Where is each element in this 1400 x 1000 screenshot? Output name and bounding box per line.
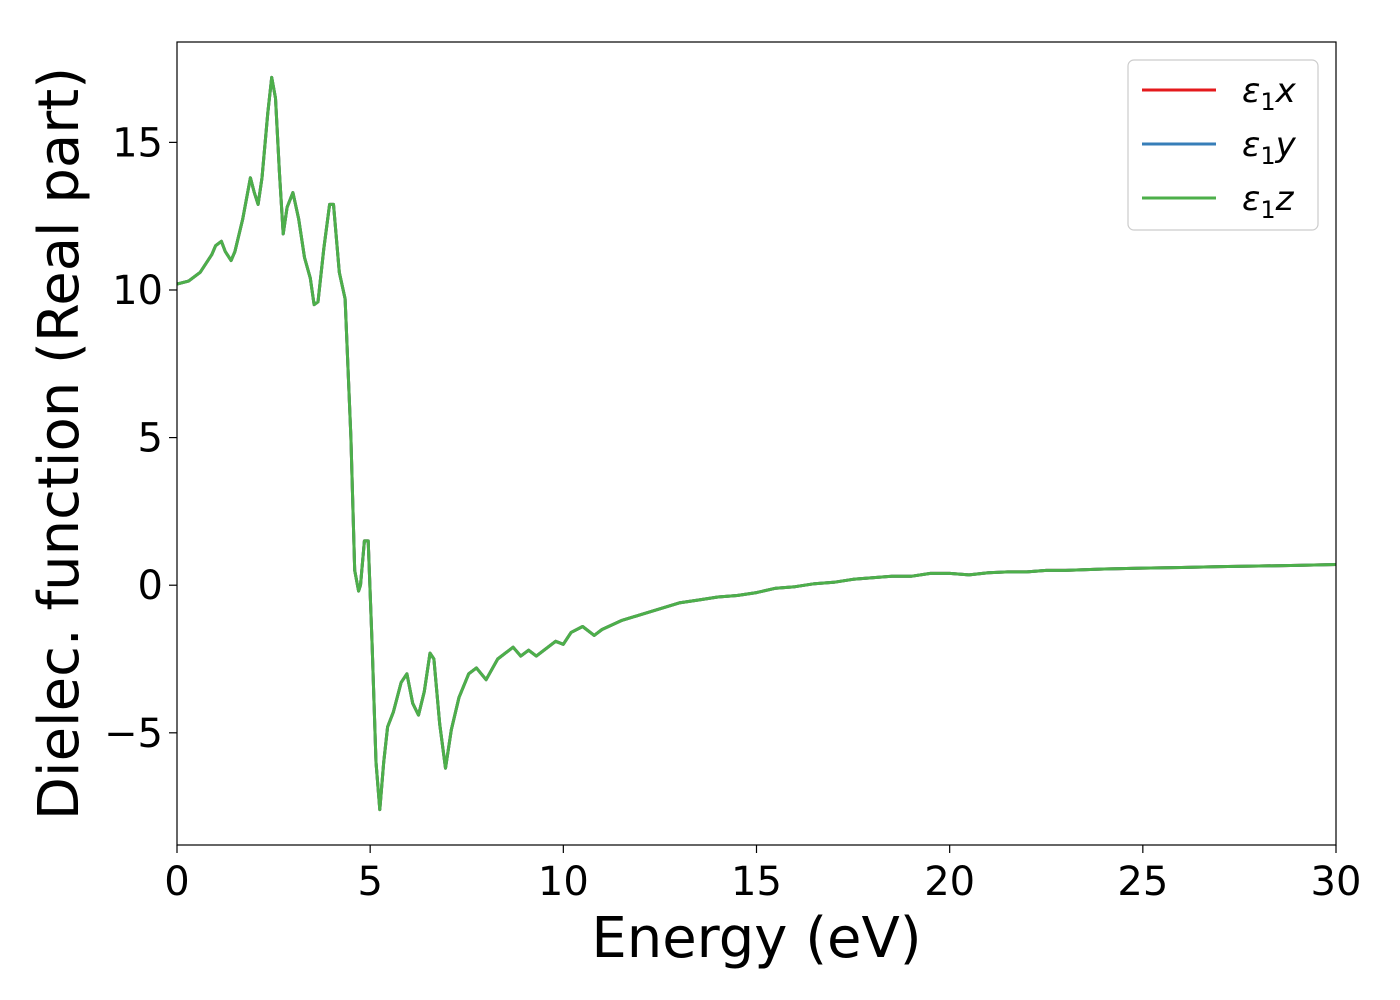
x-tick-label: 15	[731, 859, 782, 905]
legend-label-x: ε1x	[1242, 71, 1297, 116]
series-layer	[177, 75, 1336, 812]
x-tick-label: 5	[357, 859, 382, 905]
legend: ε1x ε1y ε1z	[1127, 59, 1319, 231]
y-tick-label: −5	[104, 711, 163, 757]
y-axis-label: Dielec. function (Real part)	[27, 67, 92, 820]
x-tick-label: 0	[164, 859, 189, 905]
legend-label-y: ε1y	[1242, 125, 1297, 170]
x-tick-label: 30	[1311, 859, 1362, 905]
x-tick-label: 20	[924, 859, 975, 905]
y-tick-label: 15	[112, 120, 163, 166]
x-tick-label: 10	[538, 859, 589, 905]
y-tick-label: 5	[138, 416, 163, 462]
x-tick-label: 25	[1117, 859, 1168, 905]
ticks-layer: 0 5 10 15 20 25 30 −5 0 5 10 15	[104, 120, 1361, 905]
y-tick-label: 10	[112, 268, 163, 314]
x-axis-label: Energy (eV)	[591, 906, 921, 971]
legend-box	[1127, 59, 1319, 231]
legend-label-z: ε1z	[1242, 179, 1295, 224]
series-line-z	[177, 75, 1336, 812]
y-tick-label: 0	[138, 563, 163, 609]
